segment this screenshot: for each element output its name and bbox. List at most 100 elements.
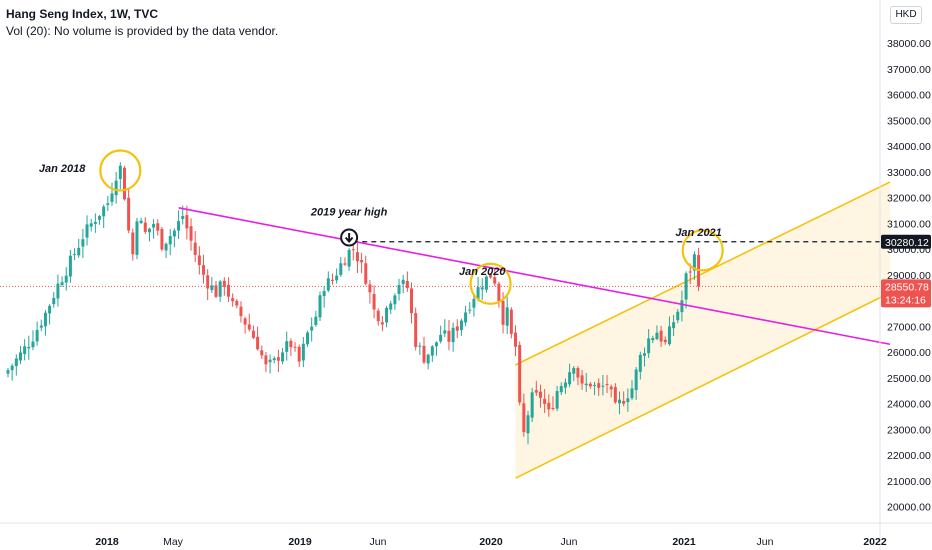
candle <box>405 271 409 292</box>
candle <box>285 331 289 361</box>
candle <box>64 267 68 291</box>
candle <box>489 273 493 279</box>
candle <box>418 342 422 355</box>
candle <box>118 162 122 189</box>
annotation-4[interactable]: Jan 2021 <box>675 227 721 239</box>
candle <box>131 228 135 261</box>
candle <box>410 282 414 324</box>
candle <box>27 335 31 360</box>
level-price-tag: 30280.12 <box>881 234 931 249</box>
annotations[interactable]: Jan 2018 2019 year high Jan 2020 Jan 2021 <box>39 163 722 278</box>
candle <box>210 277 214 293</box>
candle <box>23 339 27 361</box>
candle <box>289 338 293 356</box>
channel-upper-line[interactable] <box>515 181 891 366</box>
price-tick-label: 20000.00 <box>887 502 931 514</box>
candle <box>35 321 39 346</box>
candle <box>667 316 671 346</box>
candle <box>202 254 206 284</box>
candle <box>122 165 126 201</box>
candle <box>426 353 430 370</box>
candle <box>480 278 484 300</box>
price-tick-label: 24000.00 <box>887 399 931 411</box>
candle <box>218 280 222 302</box>
candle <box>692 251 696 280</box>
time-axis[interactable]: 2018 May 2019 Jun 2020 Jun 2021 Jun 2022 <box>95 536 887 548</box>
candle <box>251 325 255 340</box>
candle <box>243 316 247 334</box>
candle <box>256 326 260 351</box>
price-tick-label: 33000.00 <box>887 167 931 179</box>
price-tick-label: 22000.00 <box>887 450 931 462</box>
candle <box>588 382 592 389</box>
candle <box>534 380 538 396</box>
time-tick-label: May <box>163 536 184 548</box>
candle <box>235 298 239 309</box>
candle <box>60 276 64 287</box>
candle <box>518 341 522 406</box>
candle <box>609 384 613 398</box>
trendline[interactable] <box>178 207 891 346</box>
price-tick-label: 35000.00 <box>887 115 931 127</box>
candle <box>197 246 201 275</box>
candle <box>647 329 651 358</box>
candle <box>455 319 459 339</box>
candle <box>672 314 676 337</box>
bar-countdown: 13:24:16 <box>885 294 926 306</box>
time-tick-label: 2019 <box>288 536 312 548</box>
candle <box>355 242 359 273</box>
price-tick-label: 34000.00 <box>887 141 931 153</box>
candle <box>663 336 667 345</box>
candle <box>110 182 114 206</box>
price-tick-label: 23000.00 <box>887 424 931 436</box>
price-tick-label: 38000.00 <box>887 38 931 50</box>
currency-button[interactable]: HKD <box>890 6 922 24</box>
trendline-resistance[interactable] <box>178 207 891 346</box>
candle <box>576 366 580 386</box>
price-axis[interactable]: 20000.00 21000.00 22000.00 23000.00 24000.00… <box>887 38 931 514</box>
chart-title: Hang Seng Index, 1W, TVC <box>6 7 159 21</box>
annotation-3[interactable]: Jan 2020 <box>459 266 506 278</box>
candle <box>547 394 551 417</box>
candle <box>493 269 497 286</box>
candle <box>98 214 102 225</box>
candle <box>476 276 480 302</box>
candle <box>563 378 567 394</box>
candle <box>193 231 197 262</box>
candle <box>505 296 509 334</box>
candle <box>538 384 542 408</box>
candle <box>18 346 22 365</box>
candle <box>568 363 572 388</box>
candle <box>555 385 559 412</box>
price-tick-label: 37000.00 <box>887 64 931 76</box>
candle <box>659 325 663 347</box>
arrow-down-icon[interactable] <box>340 228 359 247</box>
candle <box>543 389 547 414</box>
candle <box>380 315 384 332</box>
candle <box>48 304 52 325</box>
highlight-circles[interactable] <box>99 149 724 305</box>
highlight-circle-2[interactable] <box>469 262 512 305</box>
highlight-circle-1[interactable] <box>99 149 142 192</box>
candles <box>6 162 701 445</box>
candle <box>185 205 189 240</box>
channel-lower-line[interactable] <box>515 292 891 479</box>
candle <box>139 217 143 225</box>
svg-text:28550.78: 28550.78 <box>885 281 929 293</box>
highlight-circle-3[interactable] <box>681 229 724 272</box>
candle <box>335 268 339 284</box>
annotation-1[interactable]: Jan 2018 <box>39 163 86 175</box>
candle <box>684 271 688 309</box>
candle <box>459 318 463 336</box>
candle <box>347 247 351 271</box>
candle <box>276 349 280 373</box>
annotation-2[interactable]: 2019 year high <box>310 207 388 219</box>
candle <box>584 372 588 392</box>
parallel-channel[interactable] <box>515 181 891 479</box>
candle <box>472 295 476 317</box>
time-tick-label: 2020 <box>479 536 503 548</box>
candle <box>430 345 434 362</box>
candle <box>39 319 43 332</box>
